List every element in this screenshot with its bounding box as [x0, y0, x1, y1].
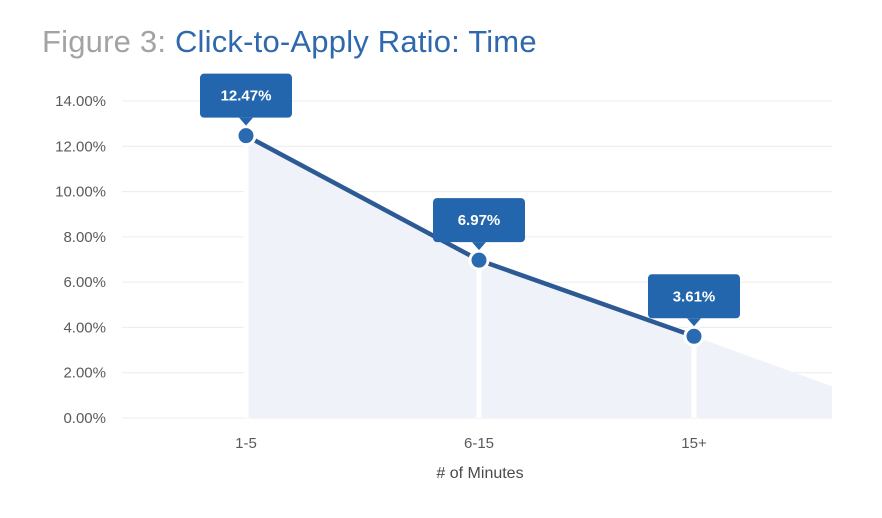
- y-tick-label: 4.00%: [63, 319, 106, 336]
- data-label-callout: 12.47%: [200, 73, 292, 126]
- data-label-pointer: [687, 318, 701, 327]
- y-axis-tick-labels: 0.00% 2.00% 4.00% 6.00% 8.00% 10.00% 12.00% 14.…: [55, 93, 106, 427]
- data-label-box: [200, 73, 292, 118]
- x-tick-label: 6-15: [464, 435, 494, 452]
- figure-title-prefix: Figure 3:: [42, 24, 167, 59]
- figure-title-main: Click-to-Apply Ratio: Time: [174, 24, 537, 59]
- drop-lines: [243, 135, 697, 418]
- area-fill: [246, 135, 832, 419]
- y-tick-label: 8.00%: [63, 229, 106, 246]
- data-point: [468, 249, 490, 271]
- y-tick-label: 6.00%: [63, 274, 106, 291]
- y-tick-label: 0.00%: [63, 410, 106, 427]
- data-label-box: [648, 274, 740, 319]
- data-label: 6.97%: [458, 212, 501, 229]
- y-tick-label: 12.00%: [55, 138, 106, 155]
- x-tick-label: 15+: [681, 435, 707, 452]
- data-label: 3.61%: [673, 288, 716, 305]
- x-tick-label: 1-5: [235, 435, 257, 452]
- data-label-pointer: [472, 242, 486, 251]
- data-point: [235, 125, 257, 147]
- y-tick-label: 2.00%: [63, 365, 106, 382]
- area-fill-layer: [246, 135, 832, 419]
- data-label-callout: 3.61%: [648, 274, 740, 327]
- data-label-callout: 6.97%: [433, 198, 525, 251]
- x-axis-title: # of Minutes: [436, 465, 523, 482]
- data-point: [683, 325, 705, 347]
- y-tick-label: 14.00%: [55, 93, 106, 110]
- data-label-pointer: [239, 117, 253, 126]
- figure-title: Figure 3: Click-to-Apply Ratio: Time: [42, 24, 537, 60]
- x-axis-tick-labels: 1-5 6-15 15+: [235, 435, 707, 452]
- data-points: [235, 125, 705, 347]
- data-label-box: [433, 198, 525, 243]
- data-labels: 12.47% 6.97% 3.61%: [200, 73, 740, 327]
- data-label: 12.47%: [221, 88, 272, 105]
- y-tick-label: 10.00%: [55, 184, 106, 201]
